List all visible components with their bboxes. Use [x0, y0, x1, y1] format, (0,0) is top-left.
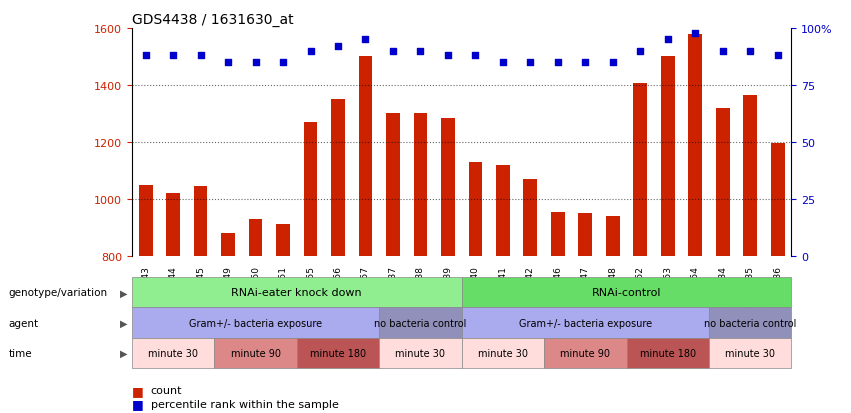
- Point: [771, 53, 785, 59]
- Text: minute 180: minute 180: [310, 348, 366, 358]
- Text: minute 180: minute 180: [640, 348, 696, 358]
- Text: RNAi-eater knock down: RNAi-eater knock down: [231, 287, 362, 298]
- Bar: [523, 179, 537, 256]
- Point: [358, 37, 372, 43]
- Point: [331, 44, 345, 50]
- Point: [606, 59, 620, 66]
- Point: [139, 53, 152, 59]
- Point: [633, 48, 647, 55]
- Bar: [277, 225, 290, 256]
- Bar: [139, 185, 152, 256]
- Bar: [194, 187, 208, 256]
- Bar: [661, 57, 675, 256]
- Bar: [551, 212, 565, 256]
- Point: [414, 48, 427, 55]
- Point: [194, 53, 208, 59]
- Bar: [414, 114, 427, 256]
- Text: agent: agent: [9, 318, 38, 328]
- Bar: [469, 162, 483, 256]
- Point: [166, 53, 180, 59]
- Text: count: count: [151, 385, 182, 395]
- Text: percentile rank within the sample: percentile rank within the sample: [151, 399, 339, 409]
- Bar: [304, 123, 317, 256]
- Text: Gram+/- bacteria exposure: Gram+/- bacteria exposure: [519, 318, 652, 328]
- Point: [688, 30, 702, 37]
- Point: [496, 59, 510, 66]
- Text: minute 30: minute 30: [396, 348, 445, 358]
- Text: minute 30: minute 30: [725, 348, 775, 358]
- Text: ▶: ▶: [120, 318, 127, 328]
- Bar: [633, 84, 647, 256]
- Text: no bacteria control: no bacteria control: [374, 318, 466, 328]
- Text: ■: ■: [132, 397, 144, 411]
- Bar: [688, 35, 702, 256]
- Point: [661, 37, 675, 43]
- Bar: [386, 114, 400, 256]
- Bar: [331, 100, 345, 256]
- Text: RNAi-control: RNAi-control: [591, 287, 661, 298]
- Point: [523, 59, 537, 66]
- Point: [441, 53, 454, 59]
- Point: [469, 53, 483, 59]
- Point: [277, 59, 290, 66]
- Text: time: time: [9, 348, 32, 358]
- Point: [221, 59, 235, 66]
- Point: [744, 48, 757, 55]
- Bar: [221, 233, 235, 256]
- Text: minute 90: minute 90: [231, 348, 281, 358]
- Point: [248, 59, 262, 66]
- Bar: [771, 144, 785, 256]
- Text: ■: ■: [132, 384, 144, 397]
- Bar: [441, 119, 454, 256]
- Text: GDS4438 / 1631630_at: GDS4438 / 1631630_at: [132, 12, 294, 26]
- Bar: [166, 194, 180, 256]
- Point: [716, 48, 729, 55]
- Bar: [496, 165, 510, 256]
- Bar: [743, 96, 757, 256]
- Point: [579, 59, 592, 66]
- Point: [386, 48, 400, 55]
- Text: no bacteria control: no bacteria control: [704, 318, 797, 328]
- Text: minute 30: minute 30: [478, 348, 528, 358]
- Point: [551, 59, 565, 66]
- Bar: [606, 216, 620, 256]
- Text: Gram+/- bacteria exposure: Gram+/- bacteria exposure: [189, 318, 323, 328]
- Bar: [358, 57, 373, 256]
- Text: minute 90: minute 90: [560, 348, 610, 358]
- Text: genotype/variation: genotype/variation: [9, 287, 107, 298]
- Bar: [579, 214, 592, 256]
- Text: ▶: ▶: [120, 348, 127, 358]
- Text: minute 30: minute 30: [148, 348, 198, 358]
- Bar: [248, 219, 262, 256]
- Bar: [716, 108, 729, 256]
- Text: ▶: ▶: [120, 287, 127, 298]
- Point: [304, 48, 317, 55]
